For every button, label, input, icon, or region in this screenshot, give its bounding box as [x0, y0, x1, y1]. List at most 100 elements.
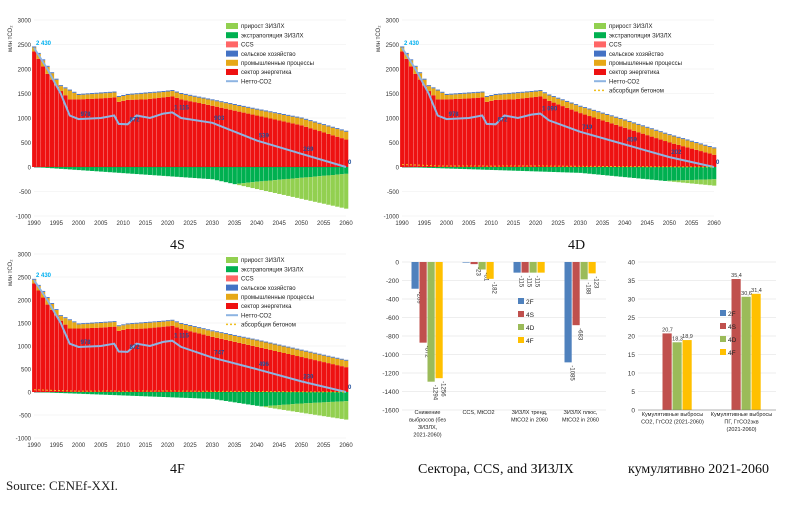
- x-tick-label: 2055: [317, 443, 331, 449]
- energy-sector-bar: [326, 363, 331, 392]
- industry-processes-bar: [107, 92, 113, 98]
- lulucf-extrapolation-bar: [254, 167, 260, 182]
- energy-sector-bar: [58, 91, 64, 167]
- energy-sector-bar: [214, 106, 220, 167]
- agriculture-bar: [143, 92, 148, 94]
- lulucf-extrapolation-bar: [435, 167, 440, 169]
- bar-2f: [462, 262, 470, 263]
- lulucf-extrapolation-bar: [76, 167, 81, 171]
- agriculture-bar: [121, 94, 126, 96]
- energy-sector-bar: [471, 98, 476, 167]
- energy-sector-bar: [161, 326, 166, 392]
- x-tick-label: 2055: [317, 221, 331, 227]
- agriculture-bar: [286, 114, 291, 116]
- industry-processes-bar: [241, 106, 246, 113]
- agriculture-bar: [542, 92, 547, 94]
- data-label: -115: [534, 276, 540, 288]
- energy-sector-bar: [321, 132, 327, 167]
- bar-4s: [572, 262, 580, 326]
- net-value-label: 0: [348, 160, 352, 166]
- energy-sector-bar: [484, 101, 489, 167]
- net-value-label: 978: [81, 340, 92, 346]
- x-tick-label: 1990: [395, 221, 409, 227]
- lulucf-extrapolation-bar: [667, 167, 672, 181]
- industry-processes-bar: [170, 91, 175, 97]
- legend-label: экстраполяция ЗИЗЛХ: [609, 33, 672, 39]
- lulucf-extrapolation-bar: [286, 392, 291, 405]
- energy-sector-bar: [565, 107, 570, 167]
- agriculture-bar: [308, 120, 313, 122]
- energy-sector-bar: [54, 315, 59, 392]
- agriculture-bar: [645, 126, 650, 128]
- energy-sector-bar: [507, 99, 512, 167]
- lulucf-extrapolation-bar: [330, 392, 335, 402]
- lulucf-extrapolation-bar: [54, 167, 59, 169]
- bar-4s: [662, 333, 672, 410]
- energy-sector-bar: [210, 336, 215, 392]
- industry-processes-bar: [299, 118, 304, 126]
- energy-sector-bar: [76, 99, 81, 167]
- energy-sector-bar: [636, 132, 641, 167]
- energy-sector-bar: [286, 122, 291, 167]
- industry-processes-bar: [250, 339, 255, 346]
- agriculture-bar: [161, 320, 166, 322]
- y-tick-label: 2000: [18, 299, 32, 305]
- net-co2-line: [401, 47, 715, 168]
- lulucf-extrapolation-bar: [228, 167, 233, 184]
- legend-swatch: [720, 349, 726, 355]
- agriculture-bar: [551, 96, 556, 98]
- agriculture-bar: [152, 321, 157, 323]
- lulucf-extrapolation-bar: [703, 167, 708, 180]
- agriculture-bar: [63, 317, 68, 319]
- lulucf-extrapolation-bar: [694, 167, 699, 180]
- x-tick-label: 2010: [484, 221, 498, 227]
- agriculture-bar: [600, 112, 605, 114]
- lulucf-growth-bar: [259, 181, 264, 191]
- energy-sector-bar: [139, 99, 144, 167]
- lulucf-extrapolation-bar: [254, 392, 260, 406]
- lulucf-extrapolation-bar: [228, 392, 233, 402]
- industry-processes-bar: [201, 329, 206, 335]
- agriculture-bar: [134, 322, 139, 324]
- x-tick-label: 1995: [418, 221, 432, 227]
- lulucf-extrapolation-bar: [241, 167, 246, 184]
- legend-label: прирост ЗИЗЛХ: [241, 24, 284, 30]
- energy-sector-bar: [197, 333, 202, 392]
- energy-sector-bar: [85, 328, 90, 392]
- x-tick-label: 2005: [462, 221, 476, 227]
- y-tick-label: -1000: [16, 215, 32, 221]
- bar-4f: [486, 262, 494, 279]
- lulucf-extrapolation-bar: [335, 392, 340, 402]
- energy-sector-bar: [223, 339, 228, 392]
- energy-sector-bar: [237, 111, 242, 167]
- lulucf-extrapolation-bar: [645, 167, 650, 180]
- industry-processes-bar: [321, 355, 327, 363]
- caption-cumulative: кумулятивно 2021-2060: [628, 462, 769, 477]
- industry-processes-bar: [671, 136, 677, 144]
- industry-processes-bar: [268, 112, 273, 119]
- agriculture-bar: [680, 138, 686, 140]
- lulucf-extrapolation-bar: [312, 167, 318, 177]
- bar-4f: [751, 293, 761, 410]
- lulucf-extrapolation-bar: [689, 167, 695, 180]
- data-label: -81: [483, 272, 489, 281]
- energy-sector-bar: [435, 99, 440, 167]
- energy-sector-bar: [246, 344, 251, 392]
- legend-swatch: [594, 50, 606, 57]
- industry-processes-bar: [254, 109, 260, 116]
- energy-sector-bar: [515, 98, 521, 167]
- industry-processes-bar: [312, 122, 318, 130]
- agriculture-bar: [272, 112, 277, 114]
- industry-processes-bar: [303, 351, 309, 359]
- agriculture-bar: [330, 126, 335, 128]
- energy-sector-bar: [125, 328, 130, 392]
- lulucf-growth-bar: [344, 173, 349, 209]
- energy-sector-bar: [98, 327, 104, 392]
- caption-4f: 4F: [170, 462, 185, 477]
- lulucf-extrapolation-bar: [680, 167, 686, 181]
- lulucf-extrapolation-bar: [299, 392, 304, 404]
- industry-processes-bar: [192, 327, 197, 333]
- lulucf-extrapolation-bar: [210, 392, 215, 399]
- legend-label: сектор энергетика: [609, 70, 660, 76]
- legend-swatch: [226, 275, 238, 282]
